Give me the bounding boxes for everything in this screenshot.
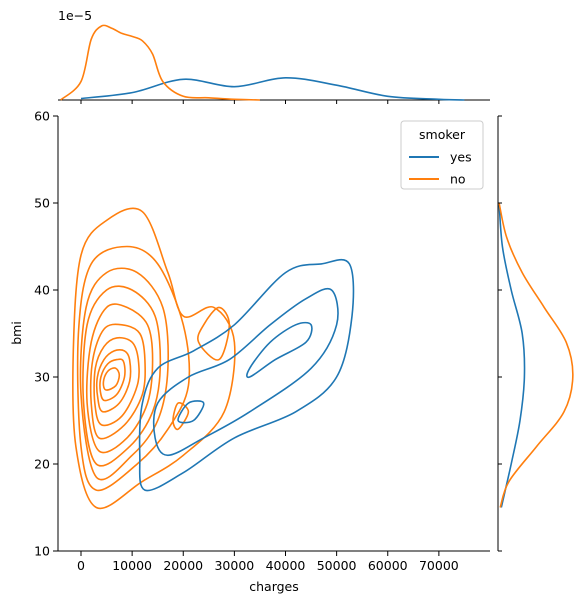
right-marginal-curve-yes bbox=[498, 202, 526, 508]
legend-frame bbox=[400, 120, 484, 190]
contour-line-yes bbox=[177, 400, 205, 424]
kde-contours bbox=[71, 207, 355, 510]
x-axis-label: charges bbox=[249, 579, 299, 594]
x-tick-label: 50000 bbox=[317, 558, 357, 573]
y-axis-label: bmi bbox=[9, 321, 24, 345]
legend-entries: yes no bbox=[409, 150, 472, 187]
contour-line-no bbox=[85, 303, 154, 454]
contour-line-no bbox=[172, 402, 190, 431]
x-tick-label: 70000 bbox=[419, 558, 459, 573]
joint-plot: 0 10000 20000 30000 40000 50000 60000 70000 10 2… bbox=[9, 109, 490, 594]
contour-line-no bbox=[71, 207, 236, 510]
right-marginal-curve-no bbox=[498, 202, 574, 508]
legend: smoker yes no bbox=[400, 120, 484, 190]
x-tick-label: 40000 bbox=[266, 558, 306, 573]
contour-line-no bbox=[82, 285, 162, 467]
x-axis-ticks: 0 10000 20000 30000 40000 50000 60000 70000 bbox=[77, 551, 459, 573]
contour-line-no bbox=[79, 267, 169, 481]
legend-label-no: no bbox=[450, 172, 466, 187]
y-tick-label: 50 bbox=[34, 196, 50, 211]
x-tick-label: 0 bbox=[77, 558, 85, 573]
y-tick-label: 60 bbox=[34, 109, 50, 124]
contour-line-no bbox=[96, 348, 132, 413]
y-tick-label: 30 bbox=[34, 370, 50, 385]
contour-line-yes bbox=[152, 287, 339, 457]
y-axis-ticks: 10 20 30 40 50 60 bbox=[34, 109, 58, 559]
contour-line-no bbox=[197, 306, 231, 361]
x-tick-label: 30000 bbox=[214, 558, 254, 573]
top-marginal-curve-no bbox=[60, 24, 260, 101]
top-marginal-curves bbox=[60, 24, 465, 101]
top-marginal-plot: 1e−5 bbox=[58, 8, 490, 104]
right-marginal-curves bbox=[498, 202, 574, 508]
legend-title: smoker bbox=[419, 127, 466, 142]
contour-line-no bbox=[93, 336, 140, 427]
contour-line-no bbox=[99, 358, 126, 402]
y-tick-label: 20 bbox=[34, 457, 50, 472]
offset-label: 1e−5 bbox=[58, 8, 92, 23]
x-tick-label: 60000 bbox=[368, 558, 408, 573]
contour-line-no bbox=[102, 367, 121, 391]
right-marginal-plot bbox=[497, 115, 574, 552]
contour-line-yes bbox=[246, 321, 313, 379]
legend-label-yes: yes bbox=[450, 150, 472, 165]
y-tick-label: 10 bbox=[34, 544, 50, 559]
x-tick-label: 20000 bbox=[163, 558, 203, 573]
contour-line-yes bbox=[138, 258, 355, 492]
top-marginal-curve-yes bbox=[80, 76, 465, 101]
contour-line-no bbox=[89, 323, 146, 440]
contour-line-no bbox=[76, 245, 191, 492]
right-marginal-ticks bbox=[498, 115, 502, 552]
x-tick-label: 10000 bbox=[112, 558, 152, 573]
y-tick-label: 40 bbox=[34, 283, 50, 298]
top-marginal-ticks bbox=[80, 100, 440, 104]
